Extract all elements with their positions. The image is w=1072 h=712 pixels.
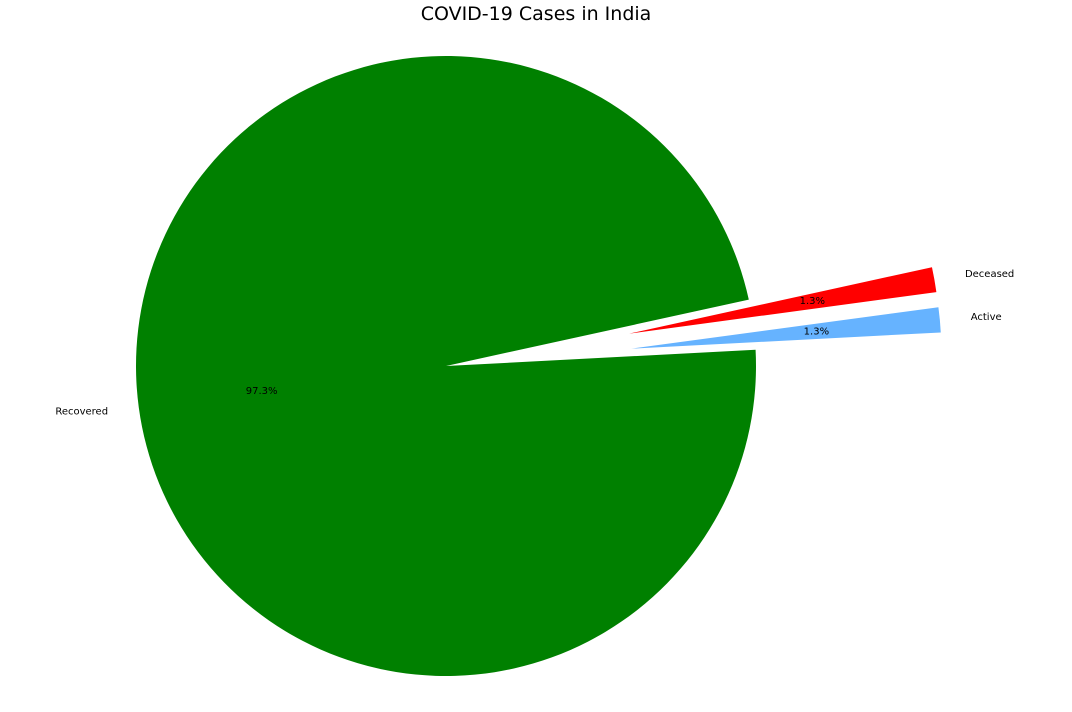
chart-title: COVID-19 Cases in India — [420, 3, 652, 25]
slice-label-deceased: Deceased — [965, 269, 1014, 280]
slice-label-recovered: Recovered — [55, 407, 108, 418]
pie-slice-recovered — [135, 55, 756, 676]
slice-label-active: Active — [971, 312, 1002, 323]
pie-slice-active — [631, 307, 941, 349]
slice-percent-deceased: 1.3% — [800, 296, 825, 307]
slice-percent-active: 1.3% — [804, 326, 829, 337]
pie-slice-deceased — [629, 267, 937, 334]
slice-percent-recovered: 97.3% — [246, 386, 278, 397]
